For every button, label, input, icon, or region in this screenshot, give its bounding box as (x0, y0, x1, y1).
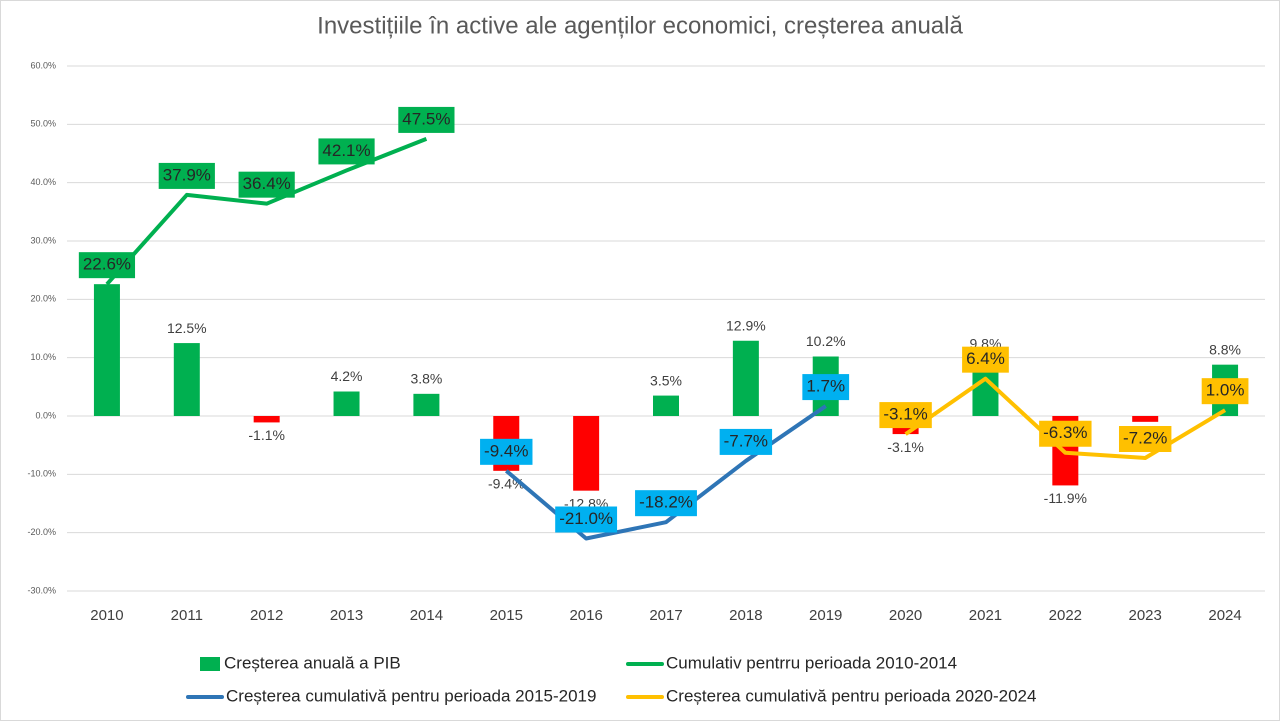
legend-label: Creșterea anuală a PIB (224, 653, 401, 672)
line-label: 37.9% (158, 162, 215, 189)
line-label-text: 42.1% (322, 141, 370, 160)
x-tick-label: 2011 (171, 607, 203, 624)
x-tick-label: 2022 (1049, 607, 1082, 624)
bar (653, 395, 679, 416)
legend-label: Cumulativ pentrru perioada 2010-2014 (666, 653, 957, 672)
line-label-text: -21.0% (559, 509, 613, 528)
line-label-box (78, 252, 136, 279)
x-tick-label: 2019 (809, 607, 842, 624)
y-tick-label: 60.0% (30, 60, 56, 70)
x-tick-label: 2013 (330, 607, 363, 624)
legend-label: Creșterea cumulativă pentru perioada 201… (226, 686, 596, 705)
line-label: -3.1% (879, 402, 932, 429)
bar-label: 12.5% (167, 320, 207, 336)
chart-title: Investițiile în active ale agenților eco… (317, 12, 963, 39)
line-label: 42.1% (318, 138, 375, 165)
line-label-box (1201, 378, 1249, 405)
x-tick-label: 2017 (649, 607, 682, 624)
x-tick-label: 2015 (490, 607, 523, 624)
line-label-box (398, 106, 455, 133)
x-tick-label: 2021 (969, 607, 1002, 624)
bar (93, 284, 120, 416)
line-label: 36.4% (238, 171, 295, 198)
line-label-box (238, 171, 295, 198)
bar-label: -3.1% (887, 439, 924, 455)
bar-label: -1.1% (248, 427, 285, 443)
bar (573, 416, 600, 491)
bar-label: 8.8% (1209, 341, 1241, 357)
x-tick-label: 2012 (250, 607, 283, 624)
bar-label: 3.8% (410, 371, 442, 387)
legend-label: Creșterea cumulativă pentru perioada 202… (666, 686, 1036, 705)
line-label-text: -3.1% (883, 405, 927, 424)
x-tick-label: 2010 (90, 607, 123, 624)
line-label-text: 1.7% (806, 377, 845, 396)
bar (173, 343, 200, 416)
line-label: -6.3% (1039, 420, 1092, 447)
bar-label: -11.9% (1044, 490, 1087, 506)
legend-swatch (200, 657, 220, 671)
y-tick-label: -30.0% (27, 585, 56, 595)
line-label-box (962, 346, 1009, 373)
x-tick-label: 2020 (889, 607, 922, 624)
y-tick-label: 0.0% (35, 410, 56, 420)
x-tick-label: 2023 (1129, 607, 1162, 624)
y-tick-label: 50.0% (30, 119, 56, 129)
line-label: -7.2% (1118, 426, 1172, 452)
line-label-box (480, 438, 533, 465)
line-label-box (879, 402, 932, 429)
bar-label: 12.9% (726, 317, 766, 333)
line-label: 22.6% (78, 252, 136, 279)
line-label-box (719, 428, 773, 455)
line-label: -9.4% (480, 438, 533, 465)
line-label: 6.4% (962, 346, 1009, 373)
line-label-text: -7.7% (724, 431, 768, 450)
y-tick-label: -10.0% (27, 469, 56, 479)
bar-label: 4.2% (331, 368, 363, 384)
line-label: 1.0% (1201, 378, 1249, 405)
line-label-text: 47.5% (402, 109, 450, 128)
y-tick-label: 20.0% (30, 294, 56, 304)
line-label-text: -7.2% (1123, 428, 1167, 447)
line-label-text: 36.4% (243, 174, 291, 193)
line-label-text: 1.0% (1206, 381, 1245, 400)
x-tick-label: 2016 (569, 607, 602, 624)
line-label: -7.7% (719, 428, 773, 455)
y-tick-label: -20.0% (27, 527, 56, 537)
line-label-text: -9.4% (484, 441, 528, 460)
bar (413, 393, 440, 416)
line-label-box (555, 506, 618, 533)
bar (1132, 416, 1159, 422)
line-label: 1.7% (802, 374, 850, 401)
bar (333, 391, 360, 416)
line-label-box (318, 138, 375, 165)
y-tick-label: 40.0% (30, 177, 56, 187)
line-series (904, 376, 1227, 460)
line-label-box (802, 374, 850, 401)
y-tick-label: 30.0% (30, 235, 56, 245)
x-tick-label: 2018 (729, 607, 762, 624)
line-label-text: 22.6% (83, 255, 131, 274)
line-label: 47.5% (398, 106, 455, 133)
line-label-text: -18.2% (639, 493, 693, 512)
x-tick-label: 2014 (410, 607, 443, 624)
y-tick-label: 10.0% (30, 352, 56, 362)
line-label-text: 6.4% (966, 349, 1005, 368)
line-label-box (158, 162, 215, 189)
bar-label: 10.2% (806, 333, 846, 349)
line-label-text: 37.9% (163, 165, 211, 184)
line-label-box (1118, 426, 1172, 452)
line-label-text: -6.3% (1043, 423, 1087, 442)
bar (253, 416, 280, 423)
line-label-box (1039, 420, 1092, 447)
bar-label: 3.5% (650, 372, 682, 388)
bar (732, 340, 759, 416)
line-label-box (635, 490, 697, 517)
line-label: -21.0% (555, 506, 618, 533)
x-tick-label: 2024 (1208, 607, 1241, 624)
line-label: -18.2% (635, 490, 697, 517)
